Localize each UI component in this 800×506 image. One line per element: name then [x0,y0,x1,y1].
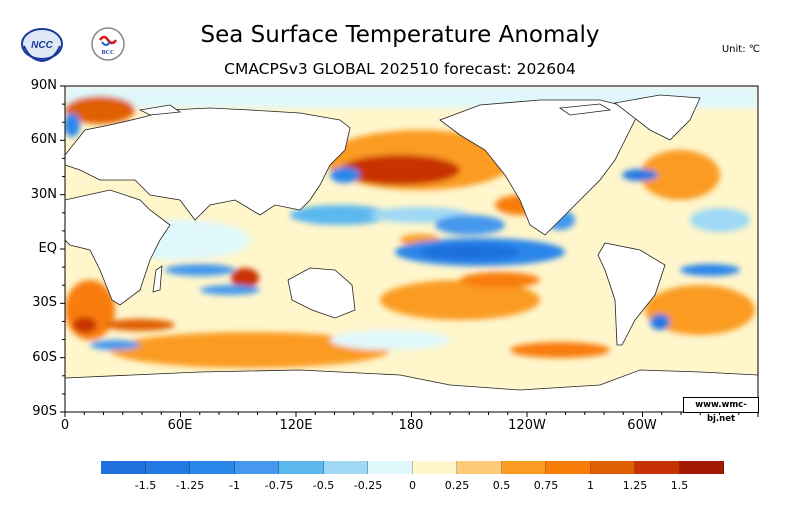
colorbar-segment [101,461,146,474]
colorbar-segment [279,461,324,474]
colorbar-segment [590,461,635,474]
unit-label: Unit: ℃ [721,44,760,55]
colorbar-label: 1 [587,479,594,492]
lat-label: 90S [32,404,57,419]
colorbar-segment [145,461,190,474]
lon-label: 120E [279,418,313,433]
colorbar-segment [368,461,413,474]
colorbar-segment [457,461,502,474]
colorbar-label: -1.5 [134,479,157,492]
colorbar-segment [635,461,680,474]
colorbar-segment [190,461,235,474]
colorbar-segment [546,461,591,474]
lon-label: 60E [167,418,193,433]
colorbar-label: 1.25 [622,479,648,492]
colorbar-label: -1.25 [175,479,205,492]
colorbar-label: 1.5 [670,479,689,492]
colorbar-segment [323,461,368,474]
lat-label: 60N [30,132,57,147]
lon-label: 0 [60,418,70,433]
colorbar-label: 0.25 [444,479,470,492]
colorbar-segment [501,461,546,474]
lon-label: 180 [398,418,424,433]
bcc-logo: BCC [91,27,125,61]
map-title: Sea Surface Temperature Anomaly [200,22,600,48]
colorbar-segment [412,461,457,474]
ncc-logo: NCC [21,28,63,63]
ncc-logo-text: NCC [31,40,53,51]
colorbar-label: -1 [229,479,240,492]
lat-label: 60S [32,350,57,365]
land-outlines [65,94,758,412]
colorbar [101,461,724,474]
colorbar-label: 0.5 [492,479,511,492]
lat-label: 30N [30,187,57,202]
anomaly-field [65,86,758,412]
colorbar-label: 0.75 [533,479,559,492]
lat-label: 30S [32,295,57,310]
lat-label: EQ [38,241,57,256]
colorbar-label: 0 [409,479,416,492]
colorbar-label: -0.5 [312,479,335,492]
lat-label: 90N [30,78,57,93]
bcc-logo-text: BCC [102,50,115,56]
colorbar-label: -0.75 [264,479,294,492]
colorbar-segment [679,461,724,474]
lon-label: 60W [627,418,657,433]
colorbar-segment [234,461,279,474]
colorbar-label: -0.25 [353,479,383,492]
lon-label: 120W [508,418,546,433]
map-subtitle: CMACPSv3 GLOBAL 202510 forecast: 202604 [224,60,576,78]
logos: NCC BCC [21,27,125,63]
credit-label: www.wmc-bj.net [683,397,759,424]
